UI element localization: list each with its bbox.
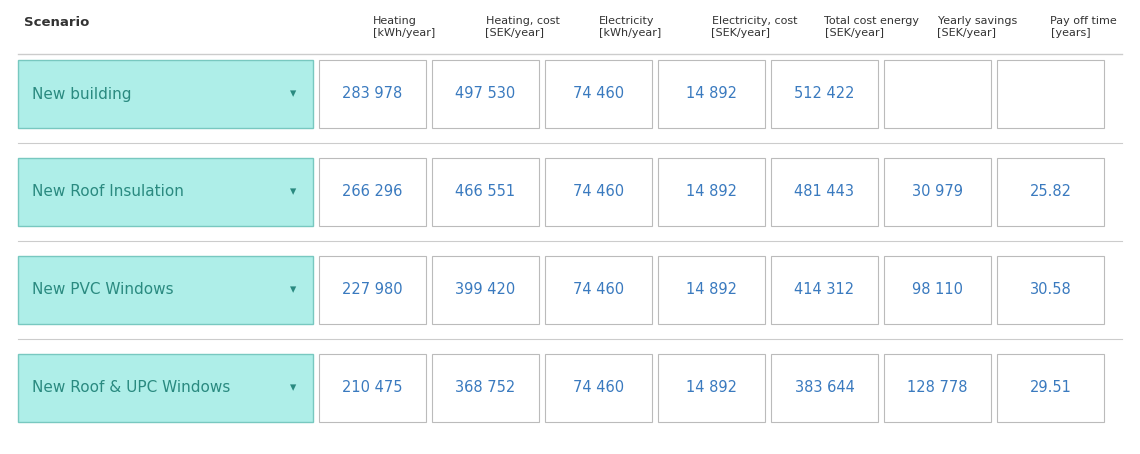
Text: 266 296: 266 296 [342,184,402,199]
FancyBboxPatch shape [771,158,878,226]
Text: 74 460: 74 460 [573,184,624,199]
Text: 368 752: 368 752 [455,380,515,395]
Text: Scenario: Scenario [24,16,89,29]
FancyBboxPatch shape [319,256,426,324]
FancyBboxPatch shape [998,158,1104,226]
FancyBboxPatch shape [432,256,539,324]
FancyBboxPatch shape [658,256,765,324]
FancyBboxPatch shape [545,158,652,226]
Text: 414 312: 414 312 [795,282,855,297]
FancyBboxPatch shape [998,354,1104,422]
FancyBboxPatch shape [884,60,991,128]
Text: New Roof Insulation: New Roof Insulation [32,184,184,199]
FancyBboxPatch shape [319,354,426,422]
FancyBboxPatch shape [658,60,765,128]
FancyBboxPatch shape [545,60,652,128]
FancyBboxPatch shape [18,256,314,324]
Text: 98 110: 98 110 [912,282,963,297]
Text: 30.58: 30.58 [1029,282,1072,297]
Text: 74 460: 74 460 [573,380,624,395]
Text: 227 980: 227 980 [342,282,402,297]
FancyBboxPatch shape [432,354,539,422]
Text: 14 892: 14 892 [686,87,736,102]
Text: 74 460: 74 460 [573,282,624,297]
Text: 14 892: 14 892 [686,282,736,297]
Text: 128 778: 128 778 [907,380,968,395]
Text: 383 644: 383 644 [795,380,855,395]
Text: Pay off time
[years]: Pay off time [years] [1050,16,1117,39]
Text: Yearly savings
[SEK/year]: Yearly savings [SEK/year] [937,16,1017,39]
Text: Heating, cost
[SEK/year]: Heating, cost [SEK/year] [486,16,560,39]
FancyBboxPatch shape [884,354,991,422]
Text: 399 420: 399 420 [455,282,515,297]
FancyBboxPatch shape [884,158,991,226]
FancyBboxPatch shape [319,158,426,226]
Text: 497 530: 497 530 [455,87,515,102]
FancyBboxPatch shape [998,60,1104,128]
FancyBboxPatch shape [18,60,314,128]
FancyBboxPatch shape [658,158,765,226]
FancyBboxPatch shape [18,158,314,226]
FancyBboxPatch shape [998,256,1104,324]
FancyBboxPatch shape [884,256,991,324]
FancyBboxPatch shape [432,158,539,226]
Text: ▾: ▾ [290,186,296,198]
Text: 29.51: 29.51 [1029,380,1072,395]
FancyBboxPatch shape [432,60,539,128]
Text: Total cost energy
[SEK/year]: Total cost energy [SEK/year] [824,16,920,39]
FancyBboxPatch shape [18,354,314,422]
FancyBboxPatch shape [771,60,878,128]
FancyBboxPatch shape [545,256,652,324]
Text: Heating
[kWh/year]: Heating [kWh/year] [373,16,434,39]
FancyBboxPatch shape [545,354,652,422]
Text: New building: New building [32,87,131,102]
FancyBboxPatch shape [771,256,878,324]
Text: 512 422: 512 422 [795,87,855,102]
Text: 25.82: 25.82 [1029,184,1072,199]
Text: 74 460: 74 460 [573,87,624,102]
Text: ▾: ▾ [290,88,296,100]
Text: ▾: ▾ [290,381,296,395]
Text: 210 475: 210 475 [342,380,402,395]
FancyBboxPatch shape [771,354,878,422]
Text: 14 892: 14 892 [686,184,736,199]
Text: 283 978: 283 978 [342,87,402,102]
Text: ▾: ▾ [290,283,296,296]
FancyBboxPatch shape [319,60,426,128]
Text: 14 892: 14 892 [686,380,736,395]
Text: Electricity, cost
[SEK/year]: Electricity, cost [SEK/year] [711,16,797,39]
Text: 30 979: 30 979 [912,184,963,199]
FancyBboxPatch shape [658,354,765,422]
Text: New Roof & UPC Windows: New Roof & UPC Windows [32,380,230,395]
Text: 466 551: 466 551 [456,184,515,199]
Text: Electricity
[kWh/year]: Electricity [kWh/year] [598,16,661,39]
Text: New PVC Windows: New PVC Windows [32,282,173,297]
Text: 481 443: 481 443 [795,184,855,199]
